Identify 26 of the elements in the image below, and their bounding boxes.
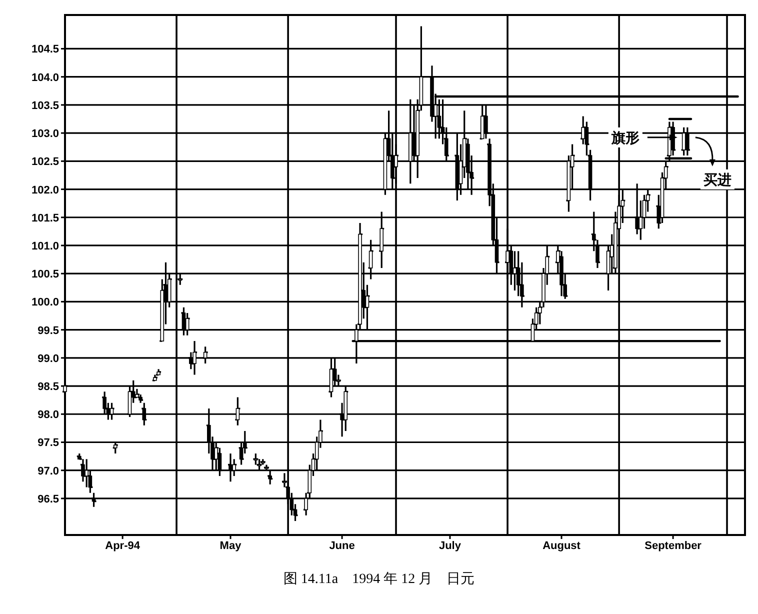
y-tick-label: 103.5 xyxy=(31,100,59,112)
y-tick-label: 96.5 xyxy=(38,493,59,506)
y-tick-label: 101.0 xyxy=(31,240,59,252)
y-tick-label: 104.5 xyxy=(31,44,59,56)
y-tick-label: 98.0 xyxy=(38,409,59,422)
x-tick-label: June xyxy=(329,540,355,552)
y-tick-label: 98.5 xyxy=(38,381,59,394)
x-tick-label: May xyxy=(220,540,242,552)
y-tick-label: 99.5 xyxy=(38,324,59,337)
y-tick-label: 101.5 xyxy=(31,212,59,224)
x-tick-label: Apr-94 xyxy=(105,540,141,552)
y-tick-label: 100.5 xyxy=(31,268,59,281)
y-tick-label: 104.0 xyxy=(31,72,59,84)
annotation: 旗形 xyxy=(610,129,640,146)
annotation: 买进 xyxy=(703,171,732,188)
y-tick-label: 99.0 xyxy=(38,352,59,365)
x-tick-label: August xyxy=(542,540,581,552)
y-tick-label: 97.5 xyxy=(38,437,59,450)
y-tick-label: 102.5 xyxy=(31,156,59,168)
y-tick-label: 102.0 xyxy=(31,184,59,196)
caption: 图 14.11a 1994 年 12 月 日元 xyxy=(283,571,475,587)
y-tick-label: 97.0 xyxy=(38,465,59,478)
x-tick-label: July xyxy=(438,540,462,552)
y-tick-label: 100.0 xyxy=(31,296,59,309)
y-tick-label: 103.0 xyxy=(31,128,59,140)
x-tick-label: September xyxy=(644,540,702,552)
